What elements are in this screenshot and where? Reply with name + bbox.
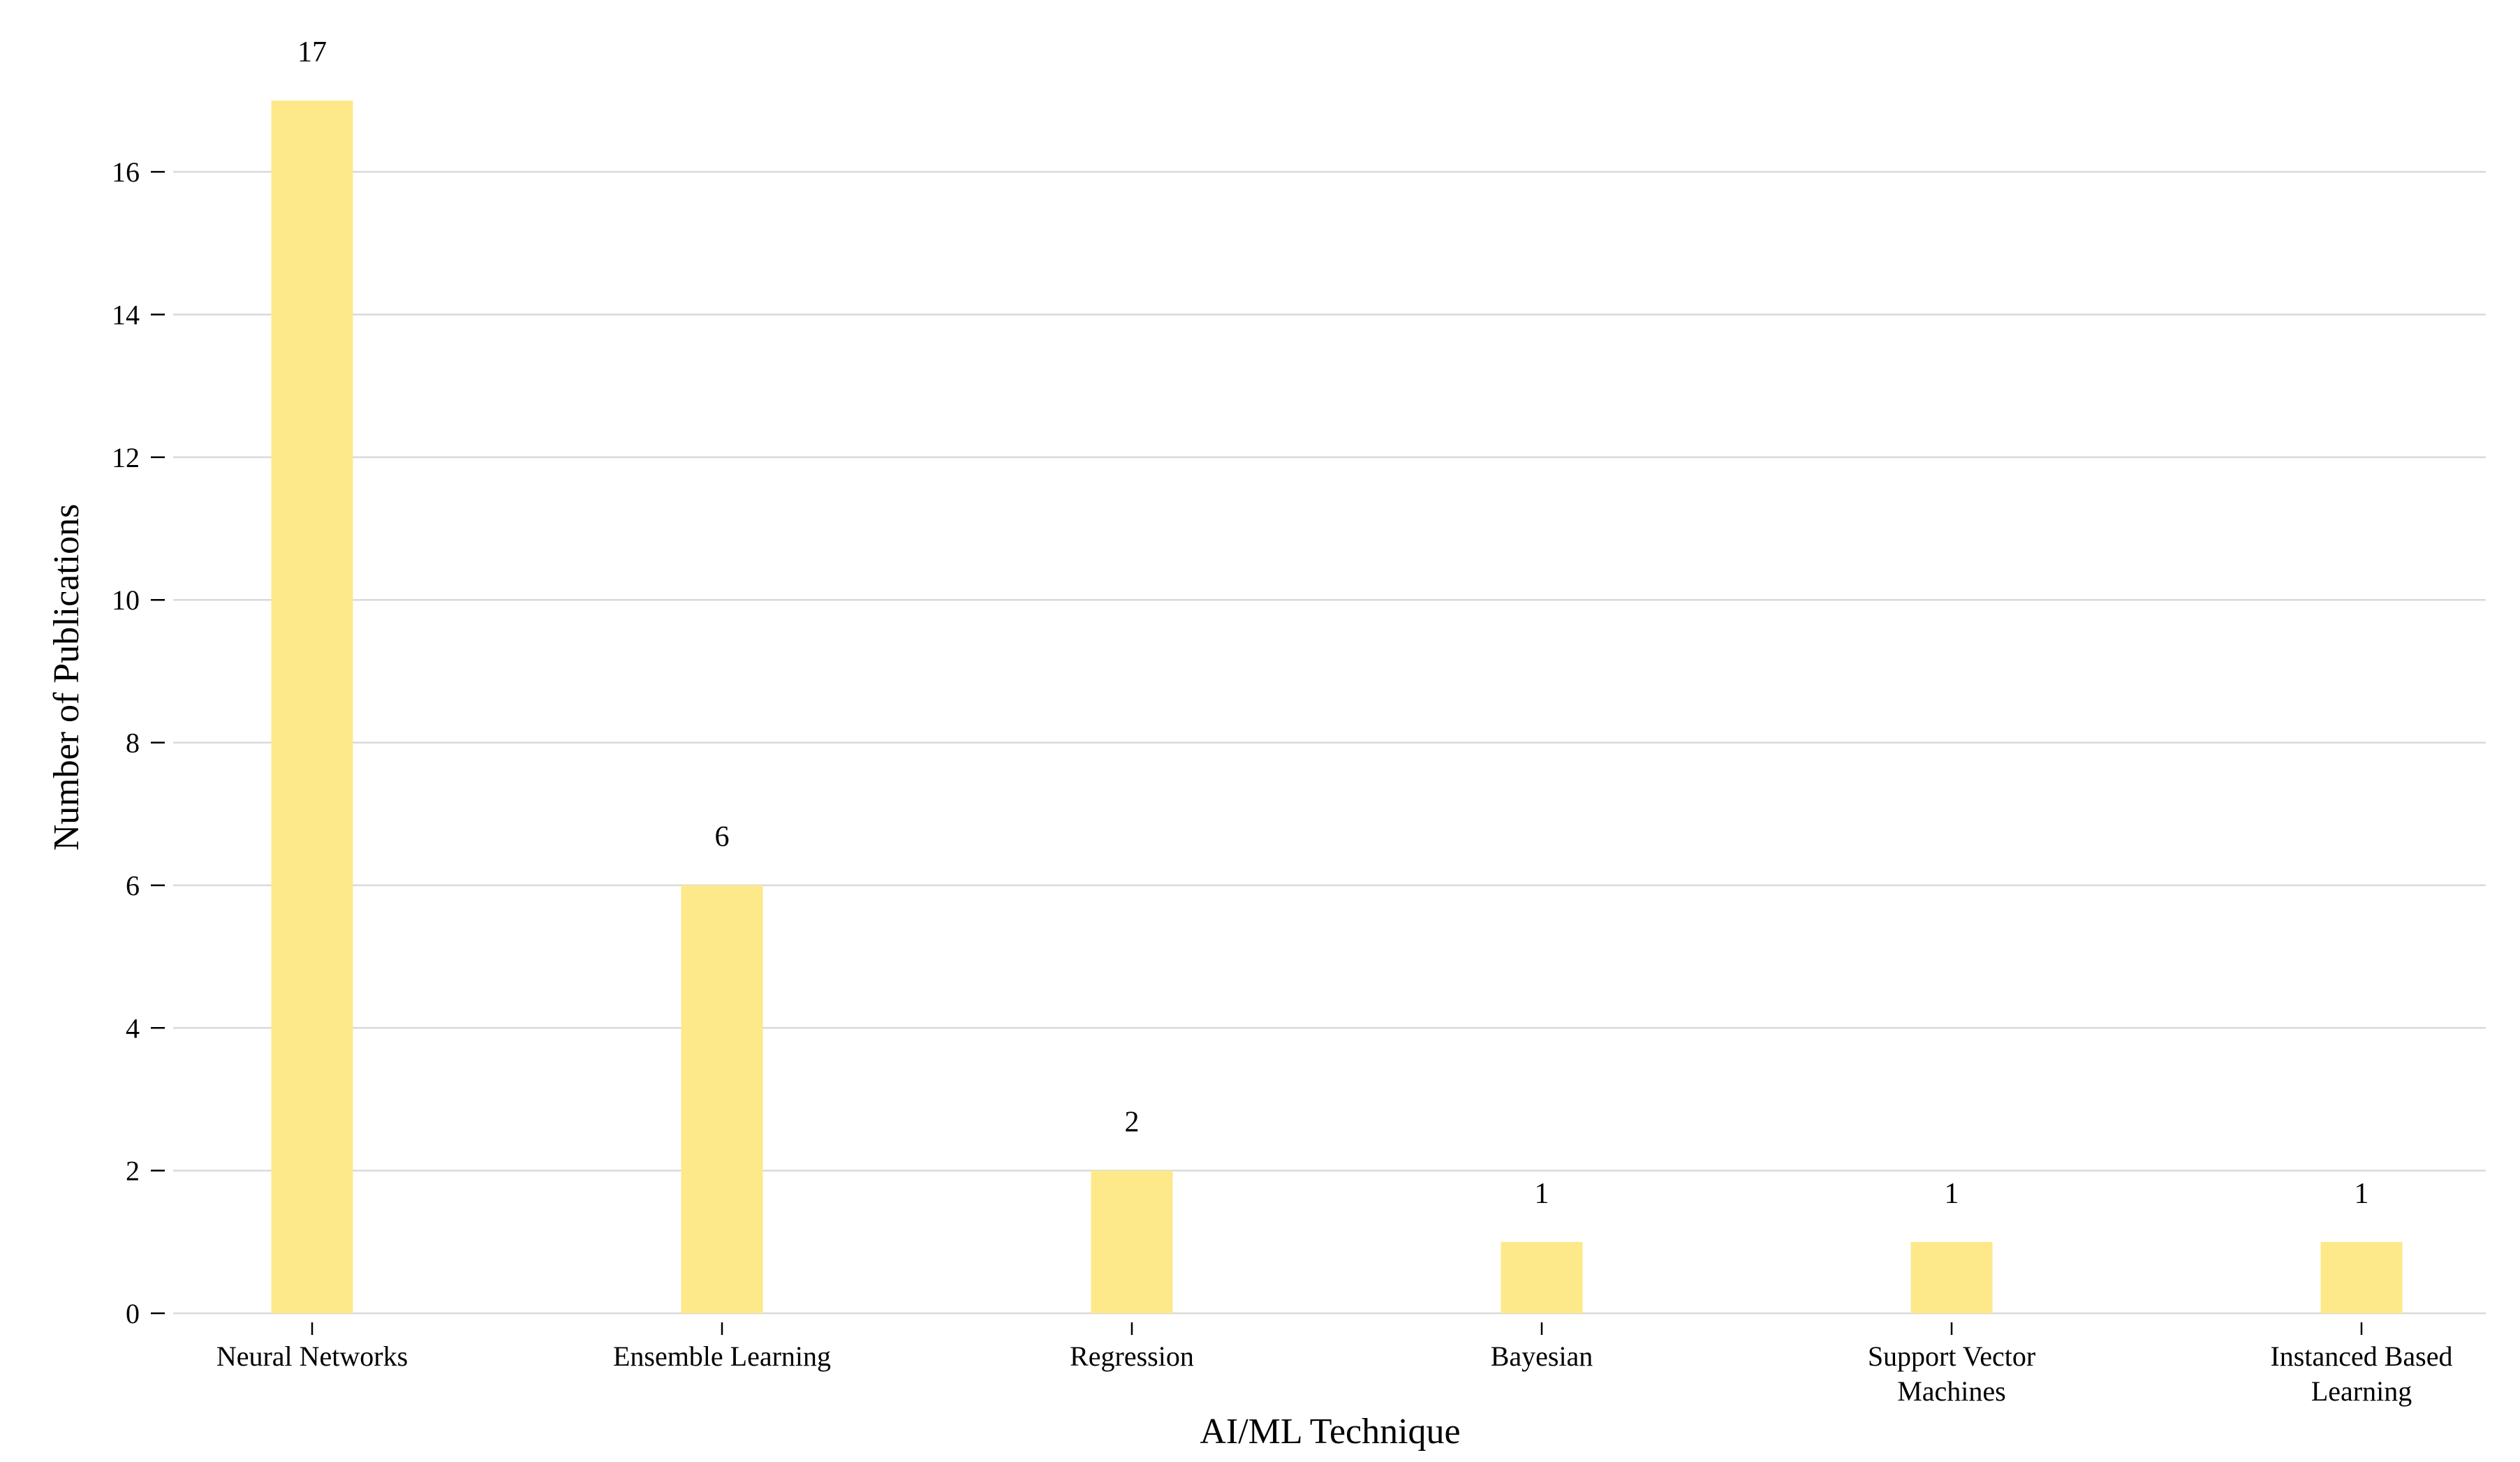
y-tick-label: 8 <box>126 728 140 759</box>
x-axis-ticks: Neural Networks Ensemble Learning Regressi… <box>216 1322 2453 1407</box>
x-tick-label: Neural Networks <box>216 1341 408 1372</box>
bar-ensemble-learning <box>681 885 763 1313</box>
x-tick-label: Machines <box>1897 1375 2006 1407</box>
y-tick-label: 14 <box>112 300 140 331</box>
bar-support-vector-machines <box>1910 1241 1993 1313</box>
y-tick-label: 4 <box>126 1012 140 1044</box>
bar-instanced-based-learning <box>2320 1241 2403 1313</box>
bar-regression <box>1091 1170 1173 1313</box>
data-labels: 17 6 2 1 1 1 <box>297 36 2369 1210</box>
y-tick-label: 10 <box>112 584 140 616</box>
bars <box>271 101 2403 1313</box>
bar-neural-networks <box>271 101 353 1313</box>
y-axis-title: Number of Publications <box>47 504 87 851</box>
gridlines <box>173 170 2486 1315</box>
data-label: 6 <box>715 821 730 853</box>
data-label: 1 <box>2355 1178 2369 1210</box>
x-tick-label: Learning <box>2311 1375 2412 1407</box>
y-tick-label: 16 <box>112 156 140 188</box>
y-tick-label: 0 <box>126 1298 140 1329</box>
x-tick-label: Instanced Based <box>2270 1341 2452 1372</box>
x-axis-title: AI/ML Technique <box>1200 1412 1460 1452</box>
x-tick-label: Support Vector <box>1868 1341 2035 1372</box>
x-tick-label: Regression <box>1070 1341 1194 1372</box>
data-label: 1 <box>1535 1178 1549 1210</box>
data-label: 1 <box>1945 1178 1959 1210</box>
x-tick-label: Ensemble Learning <box>613 1341 831 1372</box>
y-tick-label: 6 <box>126 870 140 901</box>
y-axis-ticks: 0 2 4 6 8 10 12 14 16 <box>112 156 165 1329</box>
x-tick-label: Bayesian <box>1491 1341 1593 1372</box>
y-tick-label: 2 <box>126 1155 140 1187</box>
y-tick-label: 12 <box>112 442 140 473</box>
data-label: 17 <box>297 36 327 68</box>
bar-bayesian <box>1501 1241 1583 1313</box>
data-label: 2 <box>1125 1107 1140 1139</box>
